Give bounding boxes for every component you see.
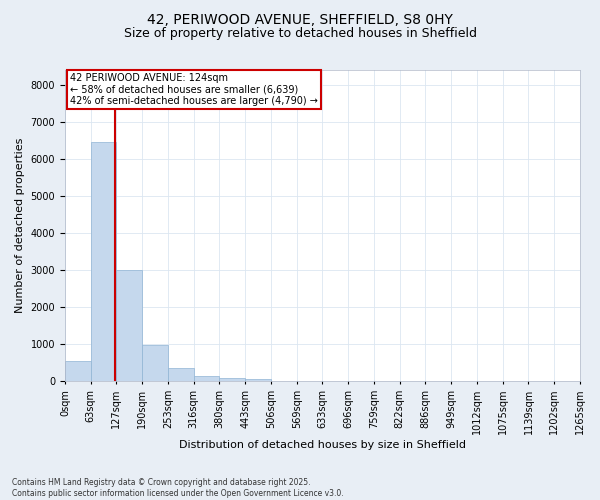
- Bar: [116, 270, 142, 382]
- Text: Size of property relative to detached houses in Sheffield: Size of property relative to detached ho…: [124, 28, 476, 40]
- Bar: [194, 376, 220, 382]
- Text: 42, PERIWOOD AVENUE, SHEFFIELD, S8 0HY: 42, PERIWOOD AVENUE, SHEFFIELD, S8 0HY: [147, 12, 453, 26]
- Bar: [142, 346, 168, 382]
- Bar: [245, 380, 271, 382]
- Bar: [220, 378, 245, 382]
- X-axis label: Distribution of detached houses by size in Sheffield: Distribution of detached houses by size …: [179, 440, 466, 450]
- Text: Contains HM Land Registry data © Crown copyright and database right 2025.
Contai: Contains HM Land Registry data © Crown c…: [12, 478, 344, 498]
- Text: 42 PERIWOOD AVENUE: 124sqm
← 58% of detached houses are smaller (6,639)
42% of s: 42 PERIWOOD AVENUE: 124sqm ← 58% of deta…: [70, 73, 318, 106]
- Bar: [65, 360, 91, 382]
- Y-axis label: Number of detached properties: Number of detached properties: [15, 138, 25, 314]
- Bar: [91, 142, 116, 382]
- Bar: [168, 368, 194, 382]
